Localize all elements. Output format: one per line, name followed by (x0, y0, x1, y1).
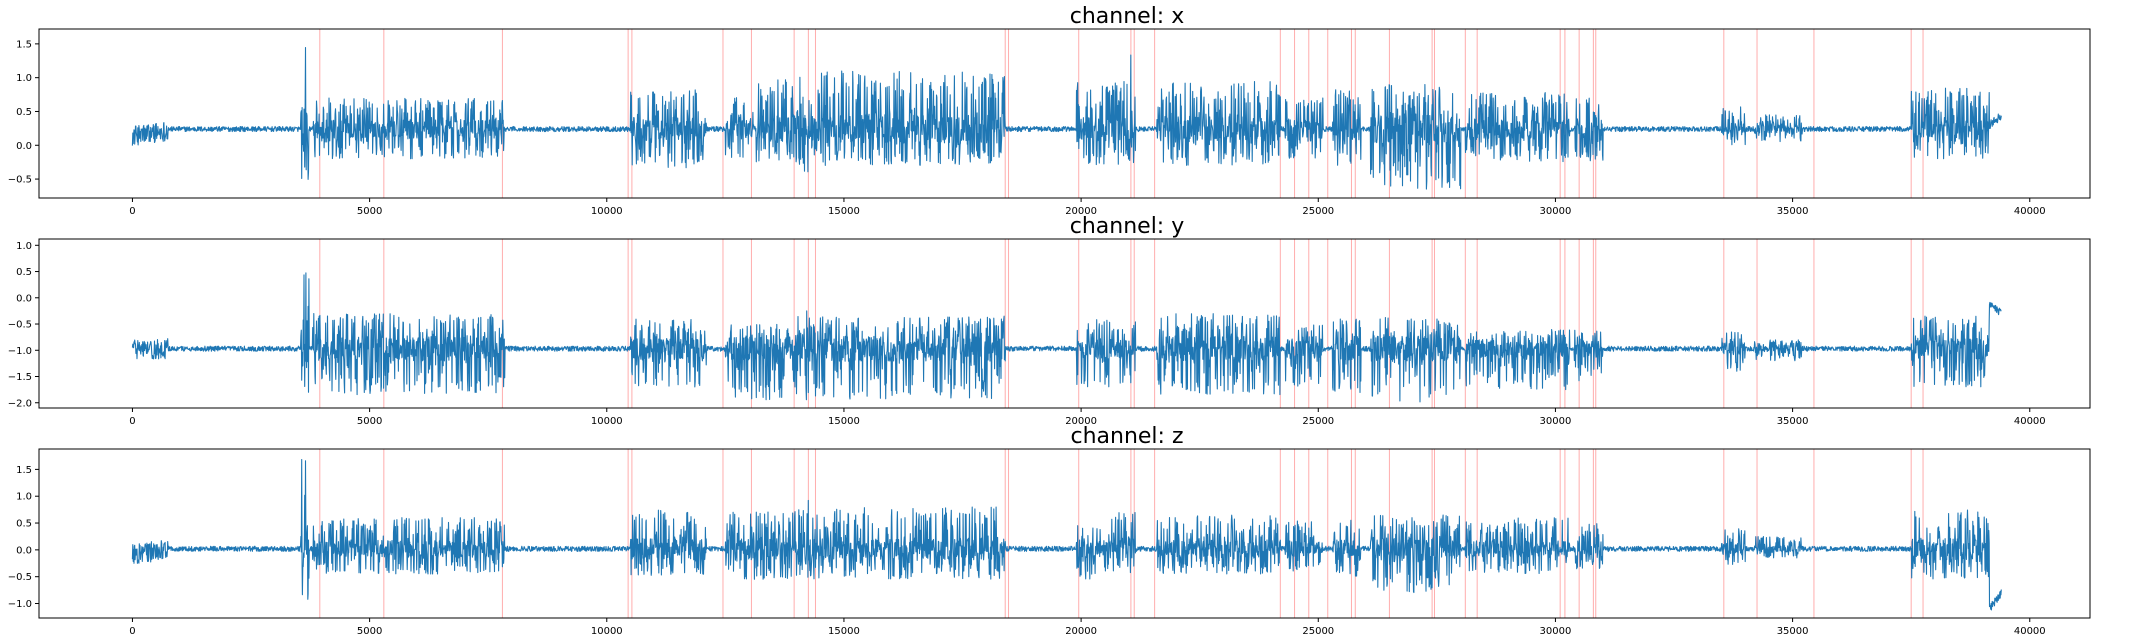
x-tick-label: 5000 (357, 206, 382, 217)
y-tick-label: 0.5 (16, 267, 32, 278)
x-tick-label: 25000 (1302, 416, 1334, 427)
x-tick-label: 20000 (1065, 416, 1097, 427)
x-tick-label: 30000 (1540, 626, 1572, 637)
x-tick-label: 20000 (1065, 206, 1097, 217)
plot-area: 0 5000 10000 15000 20000 25000 30000 35000 40000… (8, 238, 2091, 427)
x-tick-label: 15000 (828, 206, 860, 217)
plot-area: 0 5000 10000 15000 20000 25000 30000 35000 40000… (8, 28, 2091, 217)
x-tick-label: 10000 (591, 626, 623, 637)
y-tick-label: 0.0 (16, 293, 32, 304)
y-tick-label: 0.5 (16, 519, 32, 530)
x-tick-label: 25000 (1302, 626, 1334, 637)
signal-line (131, 47, 2002, 190)
x-tick-label: 0 (129, 206, 135, 217)
y-tick-label: −0.5 (8, 320, 32, 331)
y-tick-label: 0.5 (16, 107, 32, 118)
x-tick-label: 30000 (1540, 206, 1572, 217)
x-tick-label: 0 (129, 626, 135, 637)
x-tick-label: 35000 (1777, 416, 1809, 427)
x-tick-label: 40000 (2014, 206, 2046, 217)
x-tick-label: 40000 (2014, 416, 2046, 427)
signal-line (131, 458, 2002, 611)
y-tick-label: 0.0 (16, 545, 32, 556)
chart-title: channel: y (1070, 214, 1184, 239)
y-tick-label: 0.0 (16, 141, 32, 152)
x-tick-label: 10000 (591, 206, 623, 217)
y-tick-label: −1.5 (8, 372, 32, 383)
y-tick-label: 1.0 (16, 492, 32, 503)
chart-title: channel: x (1070, 4, 1184, 29)
y-tick-label: 1.0 (16, 73, 32, 84)
x-tick-label: 5000 (357, 626, 382, 637)
signal-line (131, 272, 2002, 403)
y-tick-label: −0.5 (8, 175, 32, 186)
y-tick-label: 1.0 (16, 241, 32, 252)
x-tick-label: 25000 (1302, 206, 1334, 217)
x-tick-label: 15000 (828, 416, 860, 427)
subplot-x: channel: x 0 5000 10000 15000 20000 25000 3000… (8, 4, 2091, 217)
y-tick-label: −1.0 (8, 346, 32, 357)
x-tick-label: 0 (129, 416, 135, 427)
x-tick-label: 40000 (2014, 626, 2046, 637)
y-tick-label: −0.5 (8, 572, 32, 583)
axes-frame (38, 28, 2091, 199)
subplot-y: channel: y 0 5000 10000 15000 20000 25000 3000… (8, 214, 2091, 427)
y-tick-label: −2.0 (8, 398, 32, 409)
x-tick-label: 10000 (591, 416, 623, 427)
x-tick-label: 20000 (1065, 626, 1097, 637)
x-tick-label: 30000 (1540, 416, 1572, 427)
x-tick-label: 35000 (1777, 626, 1809, 637)
chart-title: channel: z (1070, 424, 1183, 449)
axes-frame (38, 448, 2091, 619)
x-tick-label: 15000 (828, 626, 860, 637)
x-tick-label: 35000 (1777, 206, 1809, 217)
y-tick-label: 1.5 (16, 39, 32, 50)
y-tick-label: 1.5 (16, 465, 32, 476)
x-tick-label: 5000 (357, 416, 382, 427)
plot-area: 0 5000 10000 15000 20000 25000 30000 35000 40000… (8, 448, 2091, 637)
subplot-z: channel: z 0 5000 10000 15000 20000 25000 3000… (8, 424, 2091, 637)
axes-frame (38, 238, 2091, 409)
y-tick-label: −1.0 (8, 599, 32, 610)
